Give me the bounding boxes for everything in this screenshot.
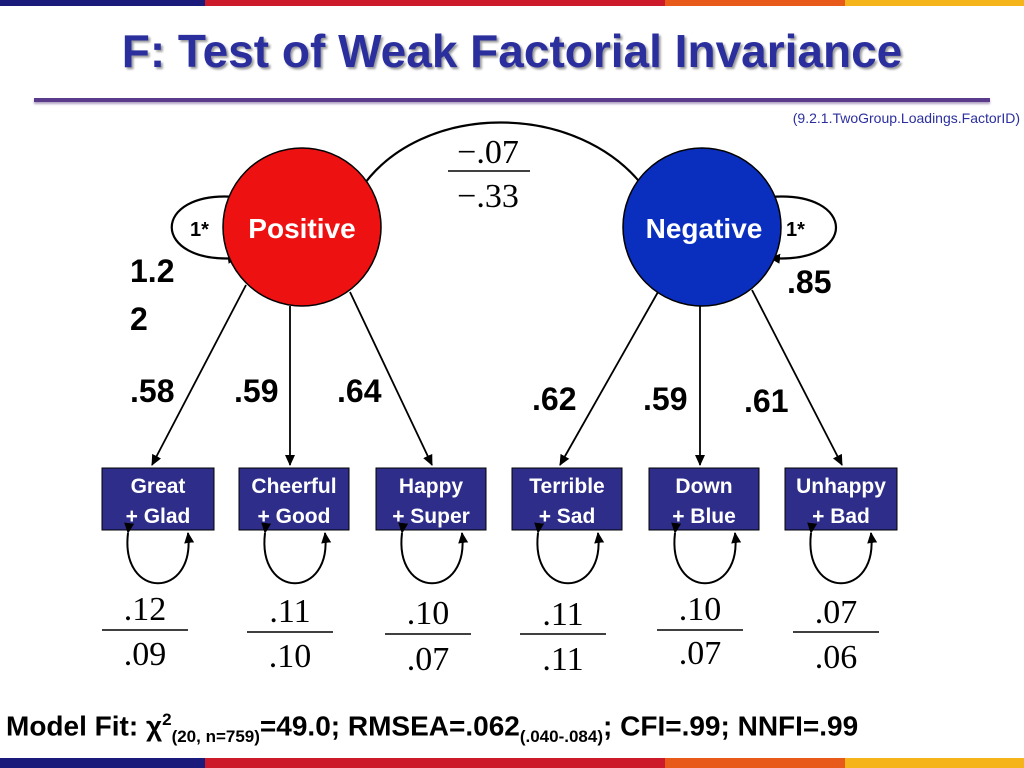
negative-variance-label: 1* xyxy=(786,219,805,241)
negative-variance-loop xyxy=(759,192,838,264)
indicator-1-line2: + Glad xyxy=(126,505,191,528)
residual-top-4: .11 xyxy=(542,596,583,633)
indicator-3-line1: Happy xyxy=(399,475,464,498)
title-underline xyxy=(34,98,990,102)
residual-loop-6 xyxy=(807,522,878,585)
positive-variance-loop xyxy=(170,192,247,264)
source-reference: (9.2.1.TwoGroup.Loadings.FactorID) xyxy=(792,110,1020,126)
residual-top-2: .11 xyxy=(269,593,310,630)
bottom-color-bar xyxy=(0,758,1024,768)
loading-value-3: .64 xyxy=(337,373,382,409)
residual-top-1: .12 xyxy=(124,591,167,628)
cfi-nnfi-values: ; CFI=.99; NNFI=.99 xyxy=(603,710,859,742)
residual-loop-1 xyxy=(124,522,195,585)
negative-variance-estimate: .85 xyxy=(787,264,831,300)
indicator-5-line2: + Blue xyxy=(672,505,736,528)
residual-top-3: .10 xyxy=(407,595,450,632)
positive-variance-estimate-line1: 1.2 xyxy=(130,253,174,289)
residual-bottom-2: .10 xyxy=(269,638,312,675)
indicator-4-line1: Terrible xyxy=(529,475,604,498)
indicator-4: Terrible + Sad xyxy=(511,467,623,531)
residual-loop-5 xyxy=(671,522,742,585)
indicator-2-line2: + Good xyxy=(258,505,331,528)
latent-positive-label: Positive xyxy=(248,213,355,244)
residual-bottom-5: .07 xyxy=(679,635,722,672)
indicator-4-line2: + Sad xyxy=(539,505,596,528)
rmsea-ci: (.040-.084) xyxy=(519,726,604,746)
loading-arrow-4 xyxy=(559,291,659,466)
slide-title: F: Test of Weak Factorial Invariance xyxy=(121,25,903,77)
residual-bottom-1: .09 xyxy=(124,636,167,673)
chi-square-superscript: 2 xyxy=(162,710,172,729)
loading-arrow-6 xyxy=(751,289,843,466)
indicator-2-line1: Cheerful xyxy=(251,475,336,498)
latent-negative-label: Negative xyxy=(646,213,763,244)
indicator-3-line2: + Super xyxy=(392,505,470,528)
positive-variance-label: 1* xyxy=(190,219,209,241)
indicator-6-line2: + Bad xyxy=(812,505,870,528)
indicator-6: Unhappy + Bad xyxy=(784,467,898,531)
residual-loop-2 xyxy=(261,522,332,585)
residual-top-5: .10 xyxy=(679,591,722,628)
residual-top-6: .07 xyxy=(815,594,858,631)
latent-negative xyxy=(622,147,782,307)
indicator-1: Great + Glad xyxy=(101,467,215,531)
indicator-3: Happy + Super xyxy=(375,467,487,531)
residual-loop-4 xyxy=(534,522,605,585)
model-fit-prefix: Model Fit: χ xyxy=(6,710,163,742)
positive-variance-estimate-line2: 2 xyxy=(130,301,148,337)
residual-bottom-6: .06 xyxy=(815,639,858,676)
chi-rmsea-values: =49.0; RMSEA=.062 xyxy=(259,710,520,742)
covariance-value-top: −.07 xyxy=(457,134,519,171)
loading-value-5: .59 xyxy=(643,381,687,417)
latent-positive xyxy=(222,147,382,307)
loading-arrow-3 xyxy=(349,291,433,466)
model-fit-summary: Model Fit: χ2(20, n=759)=49.0; RMSEA=.06… xyxy=(6,700,1016,757)
top-color-bar xyxy=(0,0,1024,6)
loading-value-2: .59 xyxy=(234,373,278,409)
loading-value-1: .58 xyxy=(130,373,174,409)
residual-loop-3 xyxy=(398,522,469,585)
indicator-5: Down + Blue xyxy=(648,467,760,531)
indicator-1-line1: Great xyxy=(131,475,186,498)
loading-value-4: .62 xyxy=(532,381,576,417)
indicator-5-line1: Down xyxy=(675,475,732,498)
latent-covariance-arrow xyxy=(350,121,647,202)
covariance-value-bottom: −.33 xyxy=(457,178,519,215)
loading-value-6: .61 xyxy=(744,383,788,419)
residual-bottom-4: .11 xyxy=(542,641,583,678)
indicator-6-line1: Unhappy xyxy=(796,475,886,498)
chi-square-df: (20, n=759) xyxy=(171,726,260,746)
loading-arrow-1 xyxy=(151,284,247,466)
residual-bottom-3: .07 xyxy=(407,641,450,678)
indicator-2: Cheerful + Good xyxy=(238,467,350,531)
